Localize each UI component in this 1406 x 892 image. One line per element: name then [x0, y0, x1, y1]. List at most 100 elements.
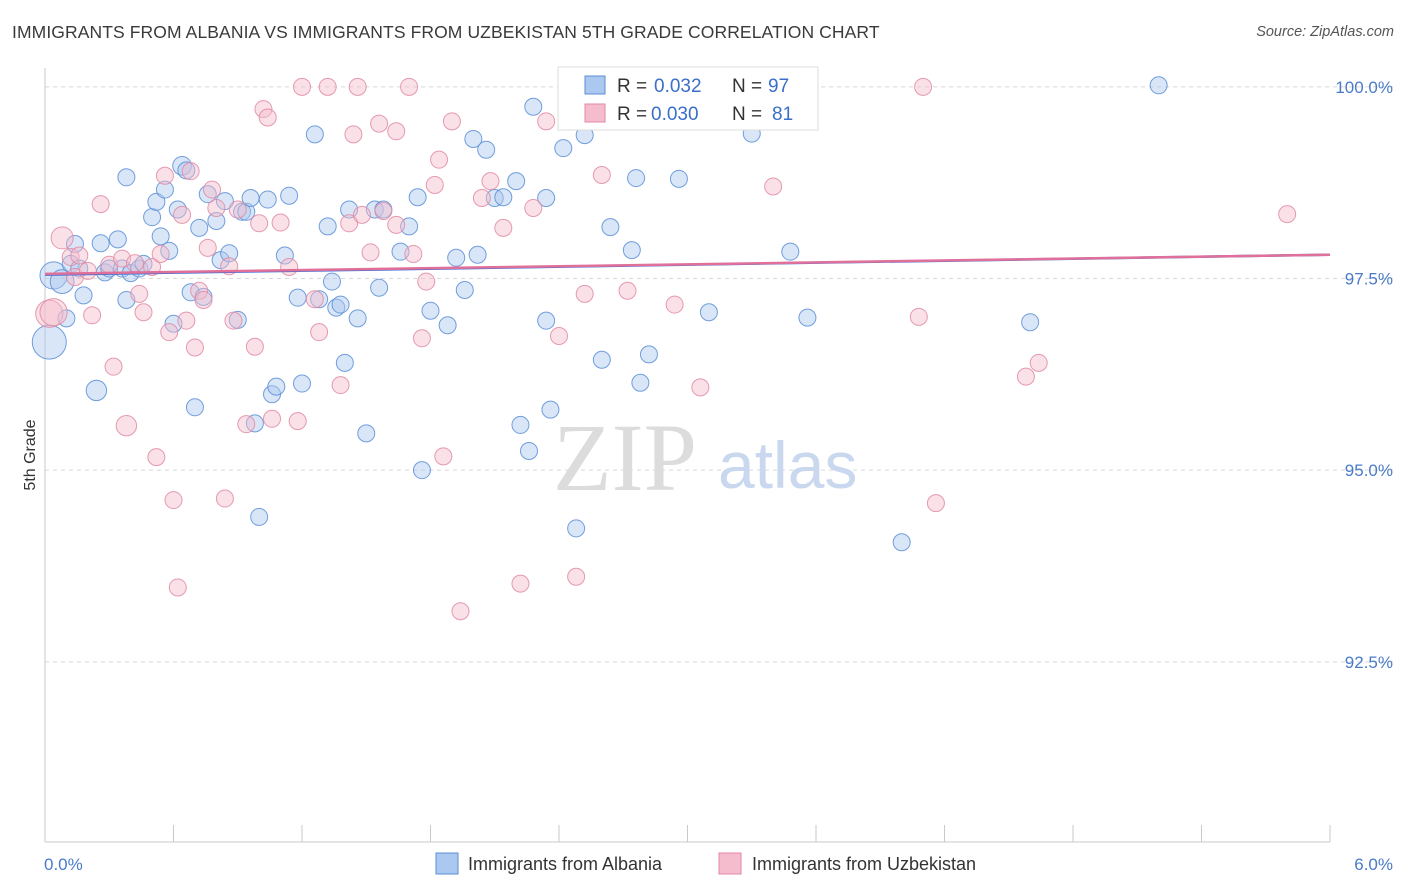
uzbekistan-point	[293, 77, 311, 96]
uzbekistan-point	[91, 195, 110, 214]
legend-n-label-albania: N =	[732, 76, 762, 97]
uzbekistan-point	[173, 205, 192, 224]
uzbekistan-point	[155, 166, 174, 185]
albania-point	[117, 168, 136, 187]
uzbekistan-point	[665, 295, 684, 314]
albania-point	[348, 309, 367, 328]
uzbekistan-point	[618, 281, 637, 300]
albania-point	[220, 244, 239, 263]
y-tick-labels: 100.0% 97.5% 95.0% 92.5%	[1335, 78, 1393, 672]
albania-point	[288, 288, 307, 307]
albania-point	[293, 374, 311, 393]
uzbekistan-point	[1029, 353, 1048, 372]
uzbekistan-point	[430, 150, 449, 169]
uzbekistan-point	[404, 244, 423, 263]
albania-point	[567, 519, 586, 538]
uzbekistan-point	[1278, 205, 1297, 224]
uzbekistan-point	[567, 567, 586, 586]
uzbekistan-point	[245, 337, 264, 356]
y-tick-label-3: 92.5%	[1345, 653, 1393, 672]
legend-n-label-uzbekistan: N =	[732, 104, 762, 125]
x-tick-label-1: 6.0%	[1354, 855, 1393, 874]
albania-point	[699, 303, 718, 322]
uzbekistan-point	[288, 412, 307, 431]
uzbekistan-point	[190, 281, 209, 300]
uzbekistan-point	[764, 177, 783, 196]
uzbekistan-point	[387, 122, 406, 141]
uzbekistan-point	[83, 306, 102, 325]
axes	[44, 68, 1331, 843]
albania-point	[322, 272, 341, 291]
bottom-legend-label-albania: Immigrants from Albania	[468, 854, 663, 874]
source-label: Source: ZipAtlas.com	[1256, 24, 1394, 40]
uzbekistan-point	[194, 290, 213, 309]
trendline-uzbekistan	[44, 253, 1331, 276]
legend-swatch-uzbekistan	[584, 103, 606, 123]
albania-point	[892, 533, 911, 552]
albania-point	[331, 295, 350, 314]
uzbekistan-point	[537, 112, 556, 131]
uzbekistan-point	[181, 162, 200, 181]
albania-point	[147, 192, 166, 211]
uzbekistan-point	[434, 447, 453, 466]
albania-point	[207, 212, 226, 230]
uzbekistan-point	[271, 213, 290, 232]
albania-point	[601, 218, 620, 237]
albania-point	[592, 350, 611, 369]
albania-point	[357, 424, 376, 443]
chart-title: IMMIGRANTS FROM ALBANIA VS IMMIGRANTS FR…	[12, 22, 880, 42]
y-tick-label-0: 100.0%	[1335, 78, 1393, 97]
uzbekistan-point	[115, 415, 138, 437]
uzbekistan-point	[164, 491, 183, 510]
albania-point	[669, 169, 688, 188]
uzbekistan-point	[203, 180, 222, 199]
uzbekistan-point	[400, 77, 419, 96]
uzbekistan-point	[224, 311, 243, 330]
legend-n-value-albania: 97	[768, 76, 789, 97]
albania-point	[520, 442, 539, 460]
albania-point	[468, 245, 487, 264]
albania-point	[541, 400, 560, 419]
uzbekistan-point	[451, 602, 470, 621]
y-axis-label: 5th Grade	[22, 419, 39, 490]
legend-r-label-uzbekistan: R =	[617, 104, 647, 125]
uzbekistan-point	[909, 307, 928, 326]
albania-point	[267, 377, 286, 396]
albania-point	[627, 169, 646, 188]
legend-r-value-uzbekistan: 0.030	[651, 104, 699, 125]
legend-r-value-albania: 0.032	[654, 76, 702, 97]
albania-point	[250, 507, 269, 526]
uzbekistan-point	[344, 125, 363, 144]
albania-point	[494, 188, 513, 207]
uzbekistan-point	[481, 172, 500, 191]
uzbekistan-point	[340, 214, 359, 233]
uzbekistan-point	[177, 311, 196, 330]
uzbekistan-point	[387, 215, 406, 234]
uzbekistan-point	[258, 108, 277, 127]
uzbekistan-point	[1016, 367, 1035, 386]
uzbekistan-point	[417, 272, 436, 291]
series-uzbekistan-points	[35, 77, 1297, 621]
albania-point	[464, 129, 483, 148]
uzbekistan-point	[134, 303, 153, 322]
albania-point	[310, 290, 329, 309]
albania-point	[455, 281, 474, 299]
uzbekistan-point	[592, 166, 611, 184]
albania-point	[258, 190, 277, 209]
watermark-zip: ZIP	[553, 404, 697, 511]
uzbekistan-point	[39, 298, 68, 327]
albania-point	[421, 301, 440, 320]
uzbekistan-point	[305, 290, 324, 309]
uzbekistan-point	[370, 114, 389, 133]
albania-point	[31, 324, 67, 360]
uzbekistan-point	[78, 261, 97, 280]
uzbekistan-point	[130, 284, 149, 303]
uzbekistan-point	[125, 254, 144, 273]
uzbekistan-point	[280, 258, 299, 276]
uzbekistan-point	[412, 329, 431, 348]
uzbekistan-point	[168, 578, 187, 597]
uzbekistan-point	[207, 198, 226, 217]
uzbekistan-point	[215, 489, 234, 508]
albania-point	[370, 278, 389, 297]
albania-point	[400, 217, 419, 236]
